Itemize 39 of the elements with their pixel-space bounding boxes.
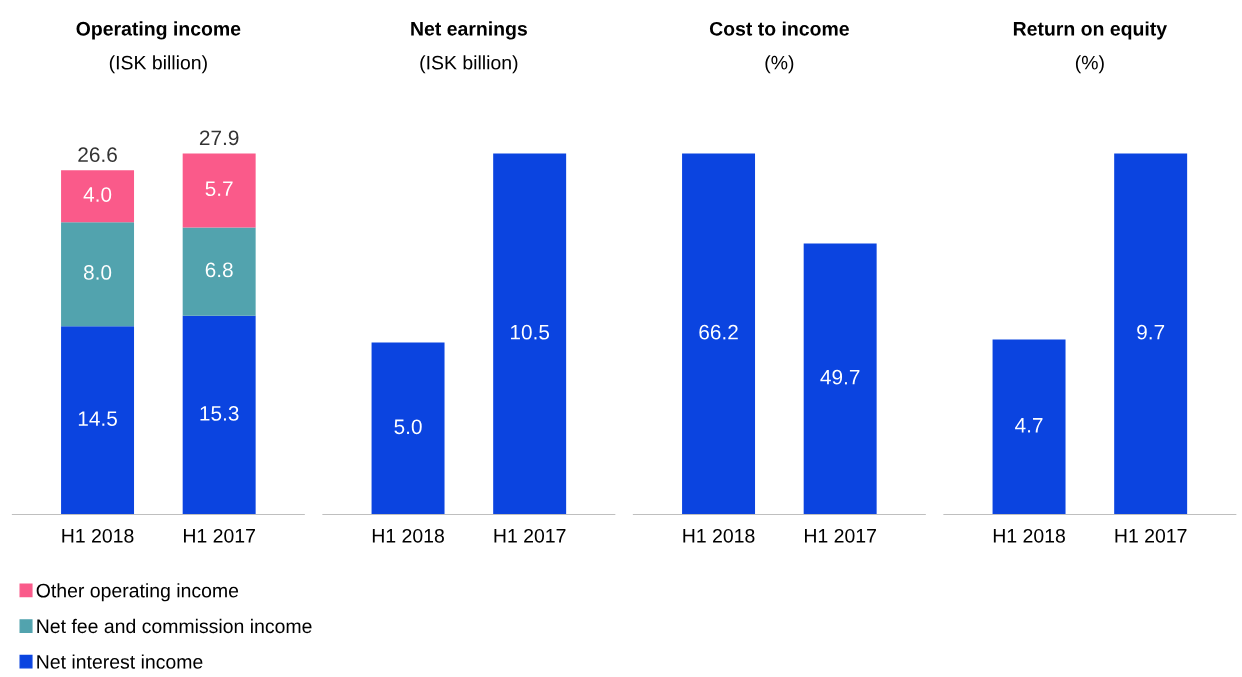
bar	[61, 170, 135, 223]
bar	[61, 326, 135, 515]
bar	[182, 315, 256, 515]
x-tick-label: H1 2017	[184, 528, 255, 543]
data-label: 9.7	[1137, 324, 1165, 340]
chart-subtitle: (ISK billion)	[420, 55, 518, 74]
data-label: 14.5	[78, 411, 117, 426]
data-label: 15.3	[200, 406, 239, 421]
data-label: 5.7	[205, 181, 233, 197]
data-label: 10.5	[510, 324, 550, 340]
data-label: 6.8	[205, 262, 233, 278]
data-label: 8.0	[83, 265, 112, 280]
x-tick-label: H1 2018	[683, 528, 755, 543]
chart-title: Cost to income	[709, 21, 849, 36]
x-tick-label: H1 2017	[494, 528, 566, 543]
x-tick-label: H1 2018	[372, 528, 444, 543]
data-label: 4.0	[83, 187, 112, 202]
chart-title: Net earnings	[411, 21, 527, 40]
legend-label: Net fee and commission income	[37, 618, 312, 634]
x-tick-label: H1 2018	[62, 528, 134, 543]
bar	[182, 227, 256, 316]
chart-title: Return on equity	[1013, 21, 1167, 40]
chart-title: Operating income	[76, 21, 241, 40]
legend-label: Net interest income	[37, 654, 203, 669]
bar	[182, 153, 256, 228]
data-label: 66.2	[699, 324, 738, 340]
data-label: 49.7	[820, 369, 860, 385]
x-tick-label: H1 2017	[805, 528, 876, 543]
data-label: 5.0	[394, 419, 422, 435]
data-label: 4.7	[1015, 418, 1043, 433]
chart-subtitle: (%)	[765, 55, 794, 74]
legend-label: Other operating income	[36, 583, 239, 602]
x-tick-label: H1 2017	[1115, 528, 1187, 543]
x-tick-label: H1 2018	[993, 528, 1065, 543]
chart-subtitle: (ISK billion)	[109, 55, 207, 74]
total-label: 26.6	[78, 147, 117, 163]
bar	[61, 222, 135, 327]
total-label: 27.9	[199, 130, 239, 146]
chart-subtitle: (%)	[1075, 55, 1104, 74]
